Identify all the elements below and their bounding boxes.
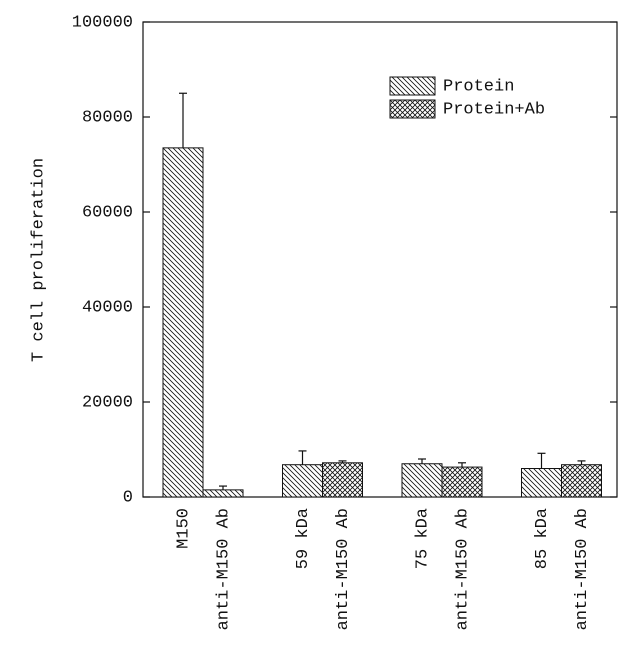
y-tick-label: 100000	[72, 13, 133, 32]
bar	[441, 466, 483, 498]
bar	[202, 489, 244, 498]
x-tick-label: M150	[174, 508, 193, 549]
y-tick-label: 40000	[82, 298, 133, 317]
bar	[561, 464, 602, 498]
y-tick-label: 80000	[82, 108, 133, 127]
x-tick-label: 85 kDa	[533, 508, 552, 569]
y-axis-label: T cell proliferation	[29, 158, 48, 362]
legend-swatch	[389, 99, 436, 119]
x-tick-label: anti-M150 Ab	[453, 508, 472, 630]
y-tick-label: 20000	[82, 393, 133, 412]
bar	[282, 464, 323, 498]
bar	[401, 463, 443, 498]
legend-swatch	[389, 76, 436, 96]
x-tick-label: anti-M150 Ab	[334, 508, 353, 630]
y-tick-label: 60000	[82, 203, 133, 222]
x-tick-label: 59 kDa	[294, 508, 313, 569]
x-tick-label: anti-M150 Ab	[573, 508, 592, 630]
bar	[521, 468, 562, 498]
x-tick-label: 75 kDa	[413, 508, 432, 569]
y-tick-label: 0	[123, 488, 133, 507]
bar	[162, 147, 204, 498]
legend-label: Protein+Ab	[443, 100, 545, 119]
legend-label: Protein	[443, 77, 514, 96]
bar	[322, 462, 363, 498]
plot-frame	[142, 21, 618, 498]
x-tick-label: anti-M150 Ab	[214, 508, 233, 630]
